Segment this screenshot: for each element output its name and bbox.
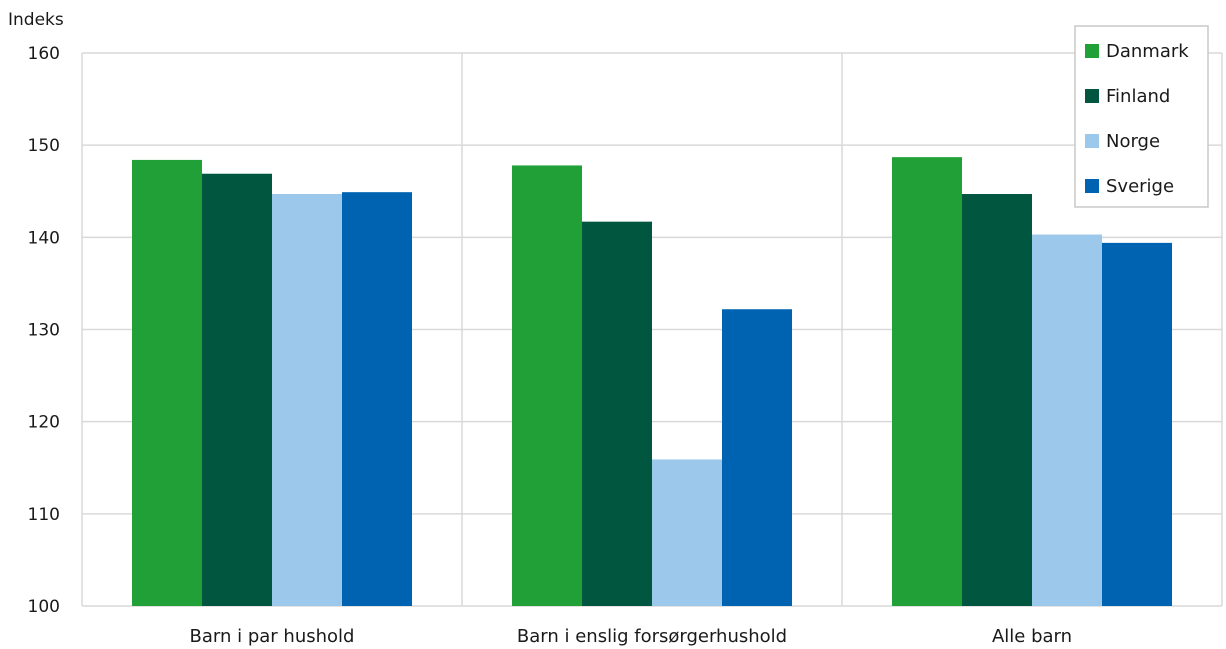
bars xyxy=(132,157,1172,607)
bar-norge-2 xyxy=(652,459,722,606)
bar-norge-3 xyxy=(1032,234,1102,606)
y-tick-label: 160 xyxy=(28,44,60,64)
bar-danmark-1 xyxy=(132,159,202,606)
bar-sverige-3 xyxy=(1102,242,1172,606)
bar-danmark-3 xyxy=(892,157,962,607)
category-label: Barn i par hushold xyxy=(190,626,355,647)
legend-label-norge: Norge xyxy=(1106,131,1160,152)
bar-finland-3 xyxy=(962,194,1032,606)
legend: Danmark Finland Norge Sverige xyxy=(1074,25,1209,208)
y-tick-label: 100 xyxy=(28,597,60,617)
y-tick-label: 120 xyxy=(28,413,60,433)
bar-finland-2 xyxy=(582,221,652,607)
legend-swatch-finland xyxy=(1085,89,1099,103)
x-axis-categories: Barn i par hushold Barn i enslig forsørge… xyxy=(190,626,1073,647)
legend-label-finland: Finland xyxy=(1106,86,1170,107)
y-tick-label: 150 xyxy=(28,136,60,156)
legend-label-danmark: Danmark xyxy=(1106,41,1189,62)
bar-danmark-2 xyxy=(512,165,582,606)
bar-sverige-2 xyxy=(722,309,792,606)
y-tick-label: 110 xyxy=(28,505,60,525)
bar-finland-1 xyxy=(202,173,272,606)
legend-label-sverige: Sverige xyxy=(1106,176,1174,197)
category-label: Barn i enslig forsørgerhushold xyxy=(517,626,787,647)
bar-norge-1 xyxy=(272,194,342,606)
y-axis-ticks: 100 110 120 130 140 150 160 xyxy=(28,44,60,617)
bar-sverige-1 xyxy=(342,192,412,606)
legend-swatch-norge xyxy=(1085,134,1099,148)
legend-swatch-sverige xyxy=(1085,179,1099,193)
y-axis-title: Indeks xyxy=(8,10,64,30)
y-tick-label: 140 xyxy=(28,228,60,248)
y-tick-label: 130 xyxy=(28,321,60,341)
legend-swatch-danmark xyxy=(1085,44,1099,58)
category-label: Alle barn xyxy=(992,626,1072,647)
